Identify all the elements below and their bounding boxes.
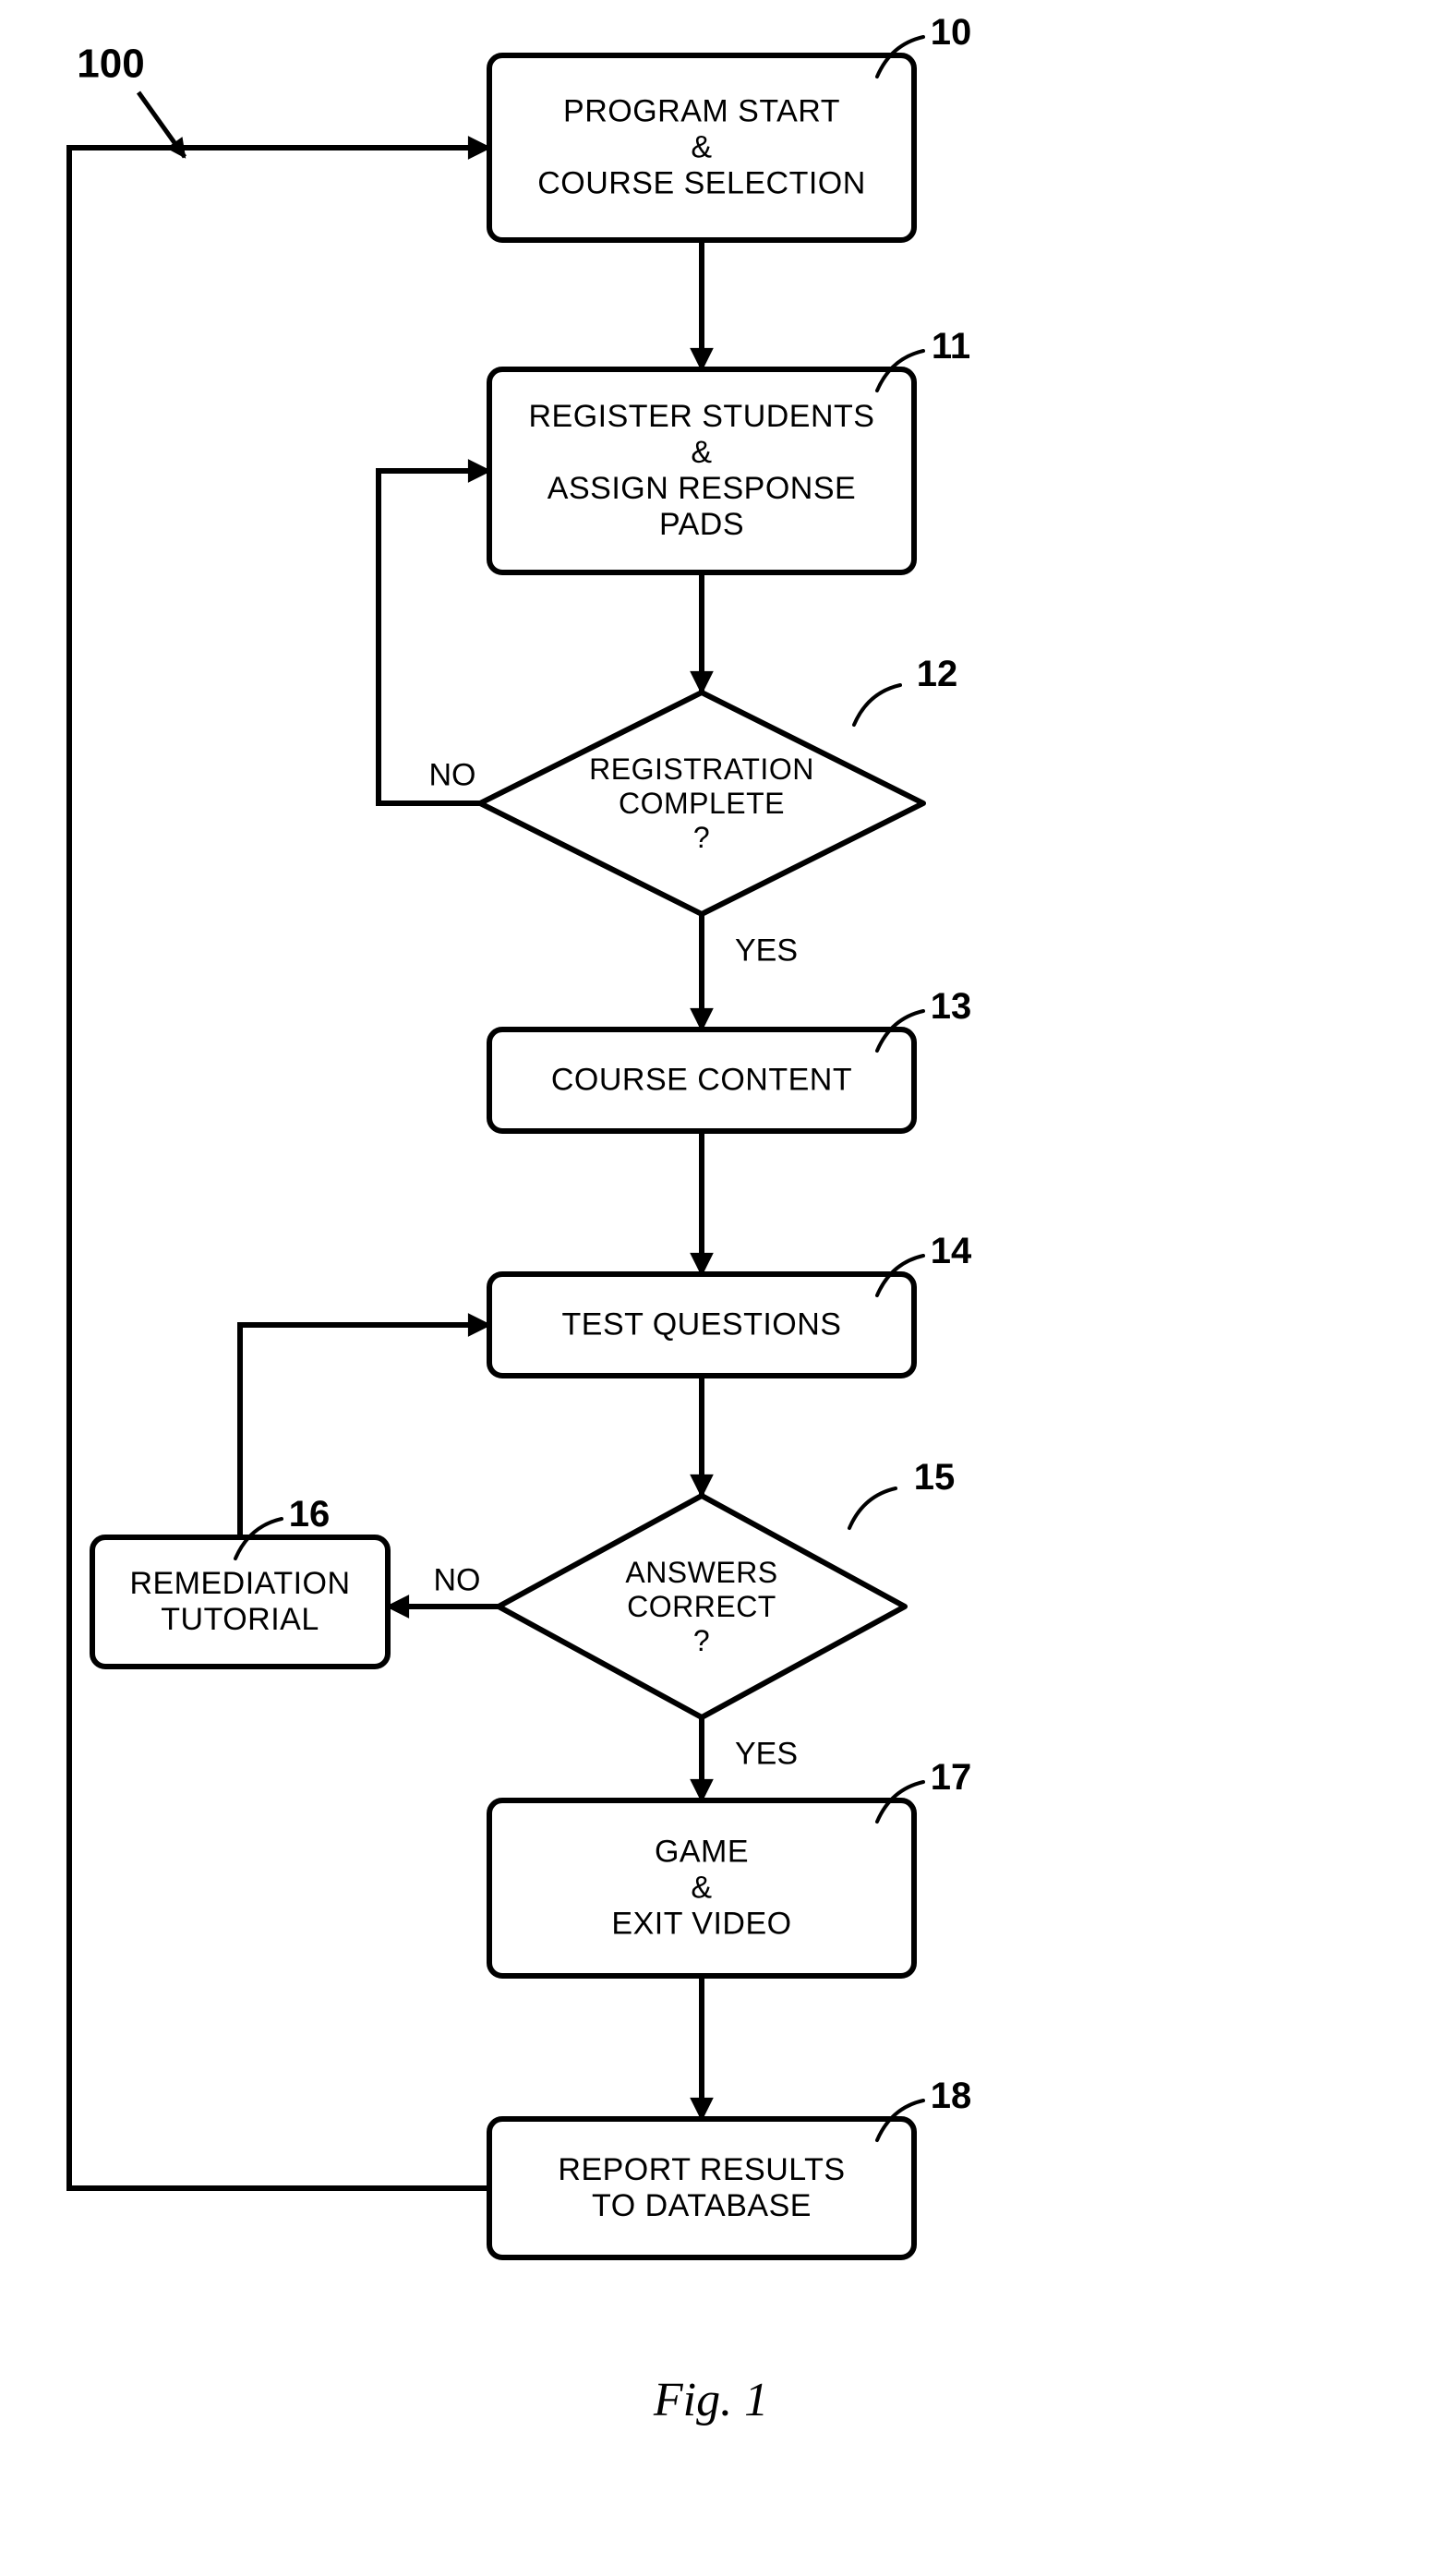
edge-label-e_12_13: YES	[735, 933, 798, 969]
node-label-n14: TEST QUESTIONS	[562, 1306, 842, 1342]
ref-18: 18	[931, 2075, 972, 2117]
node-label-n18: REPORT RESULTS TO DATABASE	[558, 2152, 845, 2224]
figure-caption: Fig. 1	[654, 2373, 768, 2428]
edge-e_16_14	[240, 1325, 489, 1537]
figure-ref-100: 100	[77, 42, 144, 89]
node-label-n15: ANSWERS CORRECT ?	[625, 1556, 777, 1657]
edge-e_18_10	[69, 148, 489, 2188]
ref-13: 13	[931, 985, 972, 1028]
edge-e_12_11	[379, 471, 489, 803]
ref-12: 12	[917, 653, 958, 695]
ref-leader-12	[854, 685, 900, 725]
node-label-n16: REMEDIATION TUTORIAL	[129, 1566, 350, 1638]
edge-label-e_15_16: NO	[434, 1562, 481, 1598]
node-label-n11: REGISTER STUDENTS & ASSIGN RESPONSE PADS	[529, 399, 875, 543]
edge-label-e_12_11: NO	[429, 757, 476, 793]
ref-15: 15	[914, 1456, 956, 1499]
ref-17: 17	[931, 1756, 972, 1799]
ref-16: 16	[289, 1493, 331, 1535]
ref-10: 10	[931, 11, 972, 54]
node-label-n17: GAME & EXIT VIDEO	[611, 1834, 791, 1942]
node-label-n13: COURSE CONTENT	[551, 1062, 852, 1098]
edge-label-e_15_17: YES	[735, 1736, 798, 1772]
ref-14: 14	[931, 1230, 972, 1272]
node-label-n12: REGISTRATION COMPLETE ?	[589, 752, 814, 854]
node-label-n10: PROGRAM START & COURSE SELECTION	[537, 93, 866, 201]
ref-11: 11	[932, 325, 970, 367]
ref-leader-15	[849, 1488, 896, 1528]
